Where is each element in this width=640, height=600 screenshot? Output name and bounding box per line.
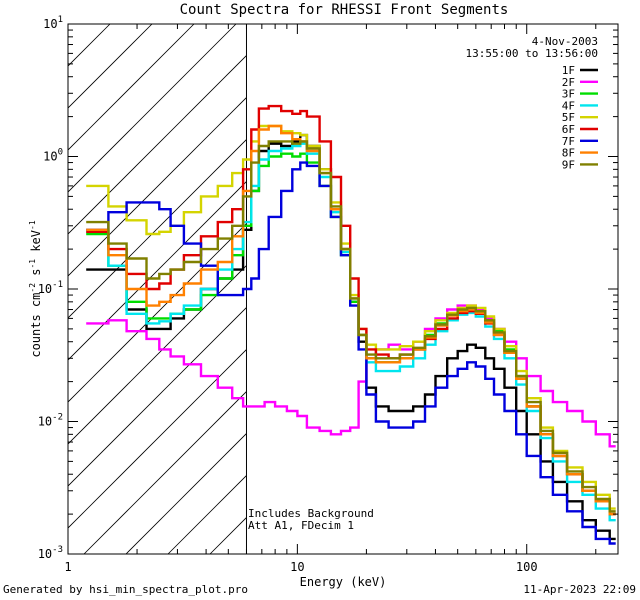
- generated-by-label: Generated by hsi_min_spectra_plot.pro: [3, 583, 249, 596]
- series-line-7f: [86, 161, 616, 545]
- series-line-6f: [86, 104, 616, 516]
- hatch-line: [68, 96, 247, 277]
- hatch-line: [68, 138, 247, 319]
- hatch-line: [68, 264, 247, 445]
- x-tick-label: 1: [64, 560, 71, 574]
- x-tick-label: 10: [290, 560, 304, 574]
- y-tick-label: 10-3: [38, 545, 63, 561]
- hatch-line: [125, 432, 247, 554]
- x-axis-ticks: 1 10 100: [64, 24, 597, 574]
- time-range-label: 13:55:00 to 13:56:00: [466, 47, 598, 60]
- series-line-9f: [86, 140, 616, 513]
- date-label: 4-Nov-2003: [532, 35, 598, 48]
- x-tick-label: 100: [516, 560, 538, 574]
- legend-label-8f: 8F: [562, 147, 575, 160]
- series-line-2f: [86, 304, 616, 448]
- y-tick-label: 100: [43, 148, 63, 164]
- y-tick-label: 10-1: [38, 280, 63, 296]
- legend-label-9f: 9F: [562, 158, 575, 171]
- hatch-line: [83, 390, 247, 554]
- annotation-attenuator: Att A1, FDecim 1: [248, 519, 354, 532]
- annotation-background: Includes Background: [248, 507, 374, 520]
- x-axis-label: Energy (keV): [300, 575, 387, 589]
- series-line-3f: [86, 152, 616, 516]
- hatch-line: [68, 348, 247, 529]
- y-axis-ticks: 10-3 10-2 10-1 100 101: [38, 15, 618, 561]
- hatch-line: [68, 222, 247, 403]
- series-lines: [86, 104, 616, 545]
- hatch-line: [68, 24, 237, 193]
- legend-label-6f: 6F: [562, 123, 575, 136]
- hatch-line: [68, 306, 247, 487]
- hatched-region: [68, 24, 247, 554]
- hatch-line: [68, 24, 195, 151]
- legend-label-2f: 2F: [562, 76, 575, 89]
- footer-timestamp: 11-Apr-2023 22:09: [523, 583, 636, 596]
- legend-label-7f: 7F: [562, 135, 575, 148]
- legend-label-1f: 1F: [562, 64, 575, 77]
- legend-label-4f: 4F: [562, 99, 575, 112]
- series-line-1f: [86, 133, 616, 541]
- hatch-line: [68, 54, 247, 235]
- legend-label-3f: 3F: [562, 88, 575, 101]
- chart-title: Count Spectra for RHESSI Front Segments: [180, 2, 509, 18]
- y-tick-label: 10-2: [38, 413, 63, 429]
- legend-label-5f: 5F: [562, 111, 575, 124]
- y-axis-label: counts cm-2 s-1 keV-1: [28, 220, 43, 357]
- series-line-4f: [86, 142, 616, 522]
- y-tick-label: 101: [43, 15, 63, 31]
